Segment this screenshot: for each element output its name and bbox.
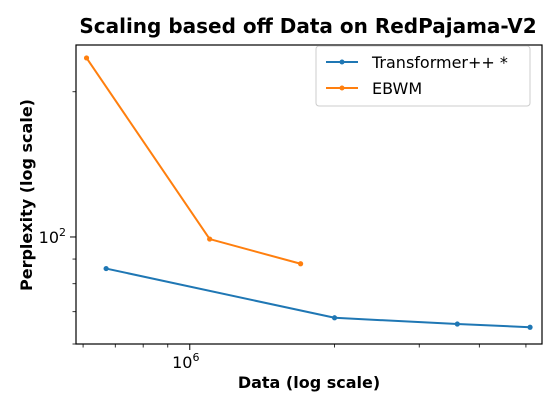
series-layer: [83, 55, 533, 330]
legend: Transformer++ * EBWM: [315, 45, 531, 107]
series-line-0: [105, 267, 531, 329]
x-axis-label: Data (log scale): [238, 373, 380, 392]
series-point-0-2: [454, 321, 460, 327]
ticks-layer: 106 102: [39, 91, 527, 372]
y-tick-label-0: 102: [39, 226, 66, 247]
legend-label-transformer: Transformer++ *: [371, 53, 508, 72]
legend-marker-transformer: [339, 59, 345, 65]
series-point-0-3: [527, 324, 533, 330]
y-axis-label: Perplexity (log scale): [17, 99, 36, 291]
legend-box: [315, 45, 531, 107]
legend-label-ebwm: EBWM: [372, 79, 422, 98]
x-tick-label-0: 106: [172, 351, 199, 372]
series-point-1-1: [207, 236, 213, 242]
legend-marker-ebwm: [339, 85, 345, 91]
chart-title: Scaling based off Data on RedPajama-V2: [79, 14, 536, 38]
series-point-1-0: [83, 55, 90, 61]
series-point-0-1: [331, 315, 338, 321]
plot-frame: [75, 44, 543, 345]
series-point-1-2: [298, 261, 304, 267]
series-point-0-0: [103, 265, 109, 272]
